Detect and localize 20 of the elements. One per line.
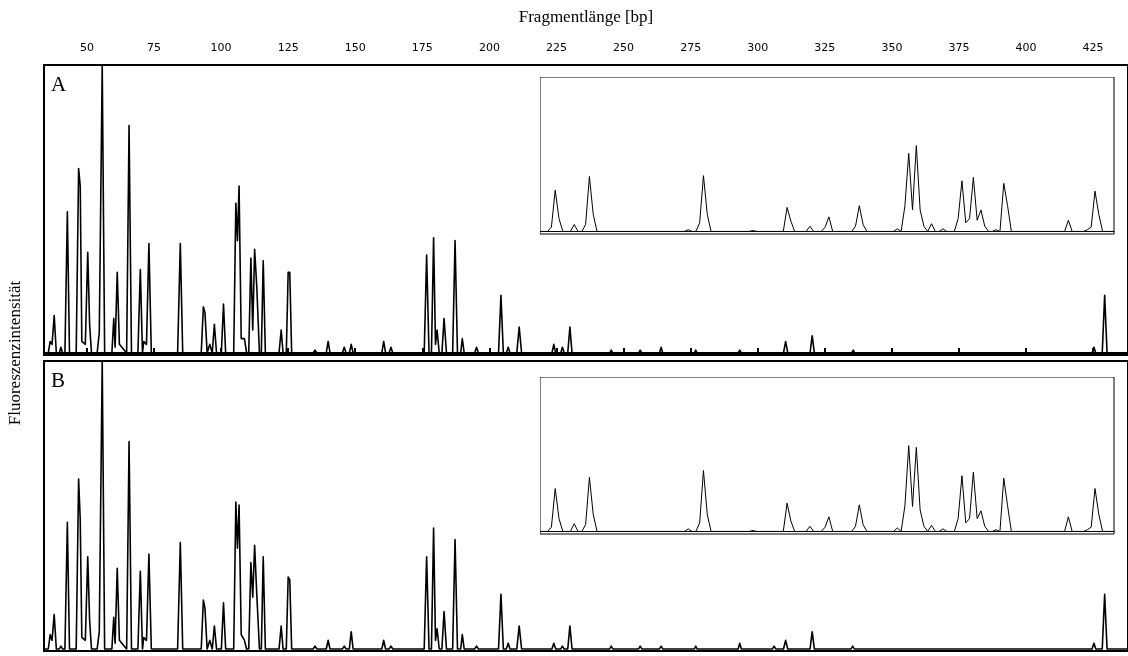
x-tick-label: 100 bbox=[210, 41, 232, 54]
x-tick-label: 125 bbox=[277, 41, 299, 54]
x-tick-label: 300 bbox=[747, 41, 769, 54]
x-axis-title: Fragmentlänge [bp] bbox=[518, 7, 654, 26]
x-tick-label: 50 bbox=[79, 41, 94, 54]
x-tick-label: 325 bbox=[814, 41, 836, 54]
x-tick-label: 75 bbox=[147, 41, 162, 54]
x-tick-label: 400 bbox=[1015, 41, 1037, 54]
y-axis-title: Fluoreszenzintensität bbox=[5, 279, 25, 428]
x-tick-label: 200 bbox=[478, 41, 500, 54]
x-tick-label: 275 bbox=[680, 41, 702, 54]
x-tick-label: 150 bbox=[344, 41, 366, 54]
annotation: B bbox=[51, 367, 66, 392]
x-tick-label: 375 bbox=[948, 41, 970, 54]
x-tick-label: 350 bbox=[881, 41, 903, 54]
x-tick-label: 225 bbox=[545, 41, 567, 54]
annotation: A bbox=[51, 71, 67, 96]
x-tick-label: 250 bbox=[613, 41, 635, 54]
x-tick-label: 175 bbox=[411, 41, 433, 54]
x-tick-label: 425 bbox=[1082, 41, 1104, 54]
